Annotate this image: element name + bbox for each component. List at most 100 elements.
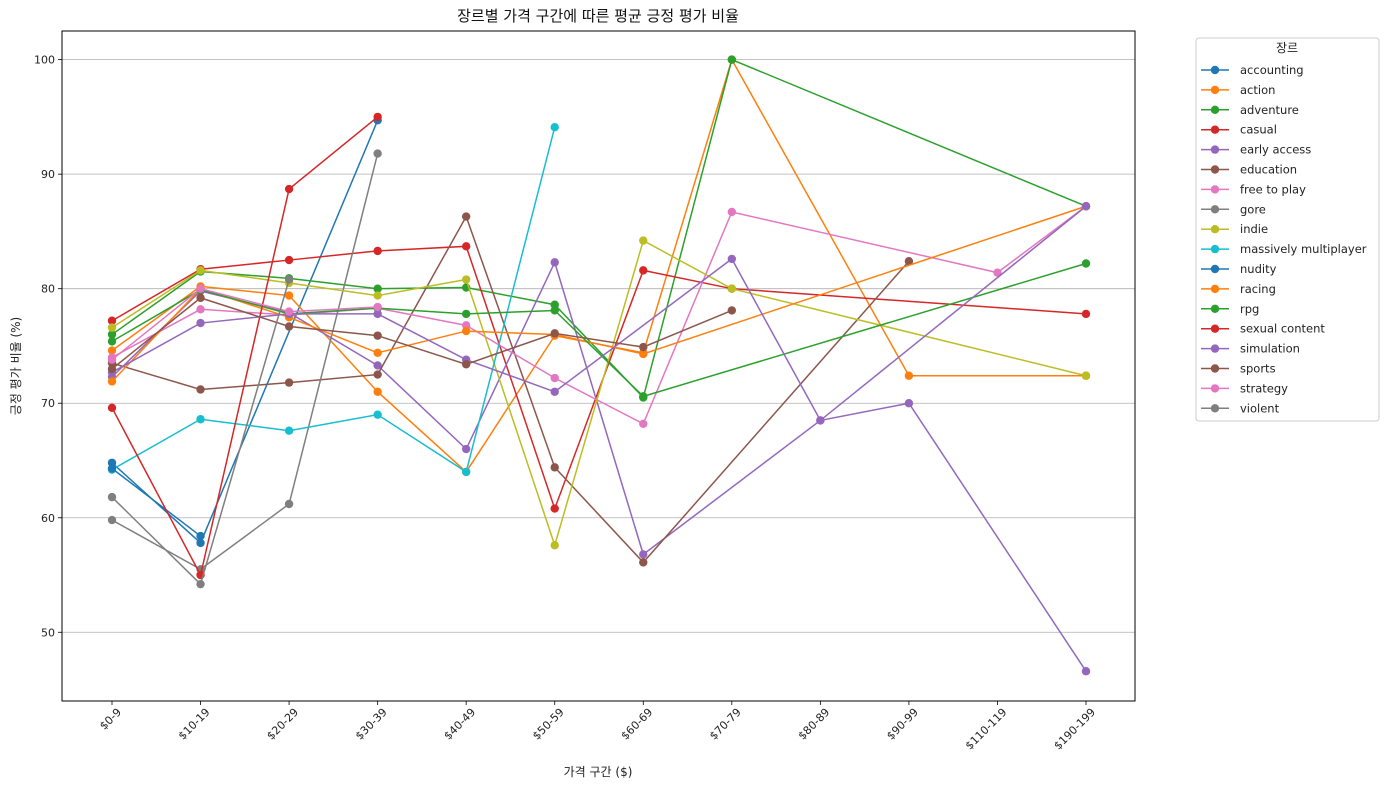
data-point	[284, 184, 294, 194]
legend-item: early access	[1201, 143, 1311, 157]
data-point	[727, 254, 737, 264]
series-violent	[107, 275, 294, 589]
legend-marker	[1210, 105, 1220, 115]
x-tick-label: $30-39	[353, 706, 390, 743]
data-point	[550, 123, 559, 132]
data-point	[461, 309, 471, 319]
data-point	[639, 266, 648, 275]
data-point	[107, 323, 117, 332]
x-tick-label: $60-69	[619, 706, 656, 743]
series-line	[111, 58, 1087, 399]
series-casual	[107, 242, 1091, 513]
legend-item: nudity	[1201, 262, 1277, 276]
legend-item: casual	[1201, 123, 1277, 137]
data-point	[196, 531, 205, 541]
series-line	[111, 116, 379, 578]
data-point	[284, 255, 294, 265]
data-point	[196, 284, 205, 293]
data-point	[196, 266, 205, 275]
legend-marker	[1210, 264, 1220, 274]
legend-item: sports	[1201, 362, 1276, 376]
data-point	[107, 364, 117, 374]
series-line	[111, 127, 556, 474]
legend-label: simulation	[1240, 342, 1300, 356]
legend-item: sexual content	[1201, 322, 1325, 336]
data-point	[461, 444, 471, 454]
chart-title: 장르별 가격 구간에 따른 평균 긍정 평가 비율	[457, 7, 739, 25]
legend-item: massively multiplayer	[1201, 242, 1367, 256]
data-point	[107, 330, 117, 339]
legend-marker	[1210, 145, 1220, 154]
legend-item: action	[1201, 83, 1275, 97]
legend-item: violent	[1201, 401, 1280, 415]
data-point	[727, 284, 737, 293]
data-point	[550, 306, 559, 315]
data-point	[461, 360, 471, 369]
legend-label: adventure	[1240, 103, 1299, 117]
data-point	[196, 293, 205, 303]
series-layer	[107, 55, 1091, 676]
y-tick-label: 80	[41, 283, 55, 296]
data-point	[1081, 667, 1091, 676]
data-point	[284, 291, 294, 300]
x-tick-label: $10-19	[176, 706, 213, 743]
data-point	[196, 538, 205, 548]
legend-label: nudity	[1240, 262, 1277, 276]
series-rpg	[107, 259, 1091, 401]
series-adventure	[107, 55, 1091, 402]
legend-marker	[1210, 185, 1220, 194]
grid-lines	[62, 59, 1135, 633]
data-point	[816, 416, 825, 425]
series-line	[111, 245, 1087, 511]
legend-item: rpg	[1201, 302, 1259, 316]
legend-label: strategy	[1240, 381, 1288, 395]
data-point	[284, 378, 294, 387]
legend-label: accounting	[1240, 63, 1304, 77]
x-tick-label: $80-89	[796, 706, 833, 743]
legend-item: accounting	[1201, 63, 1304, 77]
y-tick-label: 50	[41, 626, 55, 639]
legend-label: casual	[1240, 123, 1277, 137]
data-point	[639, 558, 648, 567]
legend-marker	[1210, 364, 1220, 373]
legend-marker	[1210, 404, 1220, 413]
x-tick-label: $90-99	[884, 706, 921, 743]
data-point	[196, 385, 205, 394]
x-tick-label: $20-29	[264, 706, 301, 743]
data-point	[373, 331, 382, 340]
data-point	[196, 305, 205, 314]
data-point	[373, 361, 382, 370]
y-axis-ticks: 50 60 70 80 90 100	[34, 54, 62, 639]
legend: 장르 accounting action adventure casual early …	[1195, 37, 1380, 422]
legend-marker	[1210, 284, 1220, 294]
legend-marker	[1210, 205, 1220, 214]
legend-label: free to play	[1240, 182, 1306, 196]
x-tick-label: $190-199	[1051, 706, 1098, 753]
data-point	[461, 326, 471, 336]
data-point	[107, 492, 117, 502]
series-strategy	[107, 284, 382, 364]
data-point	[1081, 371, 1091, 380]
y-tick-label: 90	[41, 168, 55, 181]
data-point	[284, 322, 294, 331]
data-point	[373, 291, 382, 300]
data-point	[639, 236, 648, 245]
data-point	[550, 373, 559, 383]
legend-label: indie	[1240, 222, 1268, 236]
data-point	[461, 275, 471, 284]
data-point	[373, 149, 382, 158]
series-sports	[107, 293, 737, 374]
legend-label: gore	[1240, 202, 1266, 216]
series-indie	[107, 236, 1091, 550]
data-point	[550, 463, 559, 472]
series-gore	[107, 149, 382, 574]
legend-label: education	[1240, 163, 1297, 177]
data-point	[373, 387, 382, 396]
legend-label: massively multiplayer	[1240, 242, 1367, 256]
data-point	[284, 307, 294, 316]
series-line	[111, 287, 378, 361]
data-point	[550, 387, 559, 396]
data-point	[373, 302, 382, 312]
series-line	[111, 297, 733, 370]
x-tick-label: $40-49	[441, 706, 478, 743]
